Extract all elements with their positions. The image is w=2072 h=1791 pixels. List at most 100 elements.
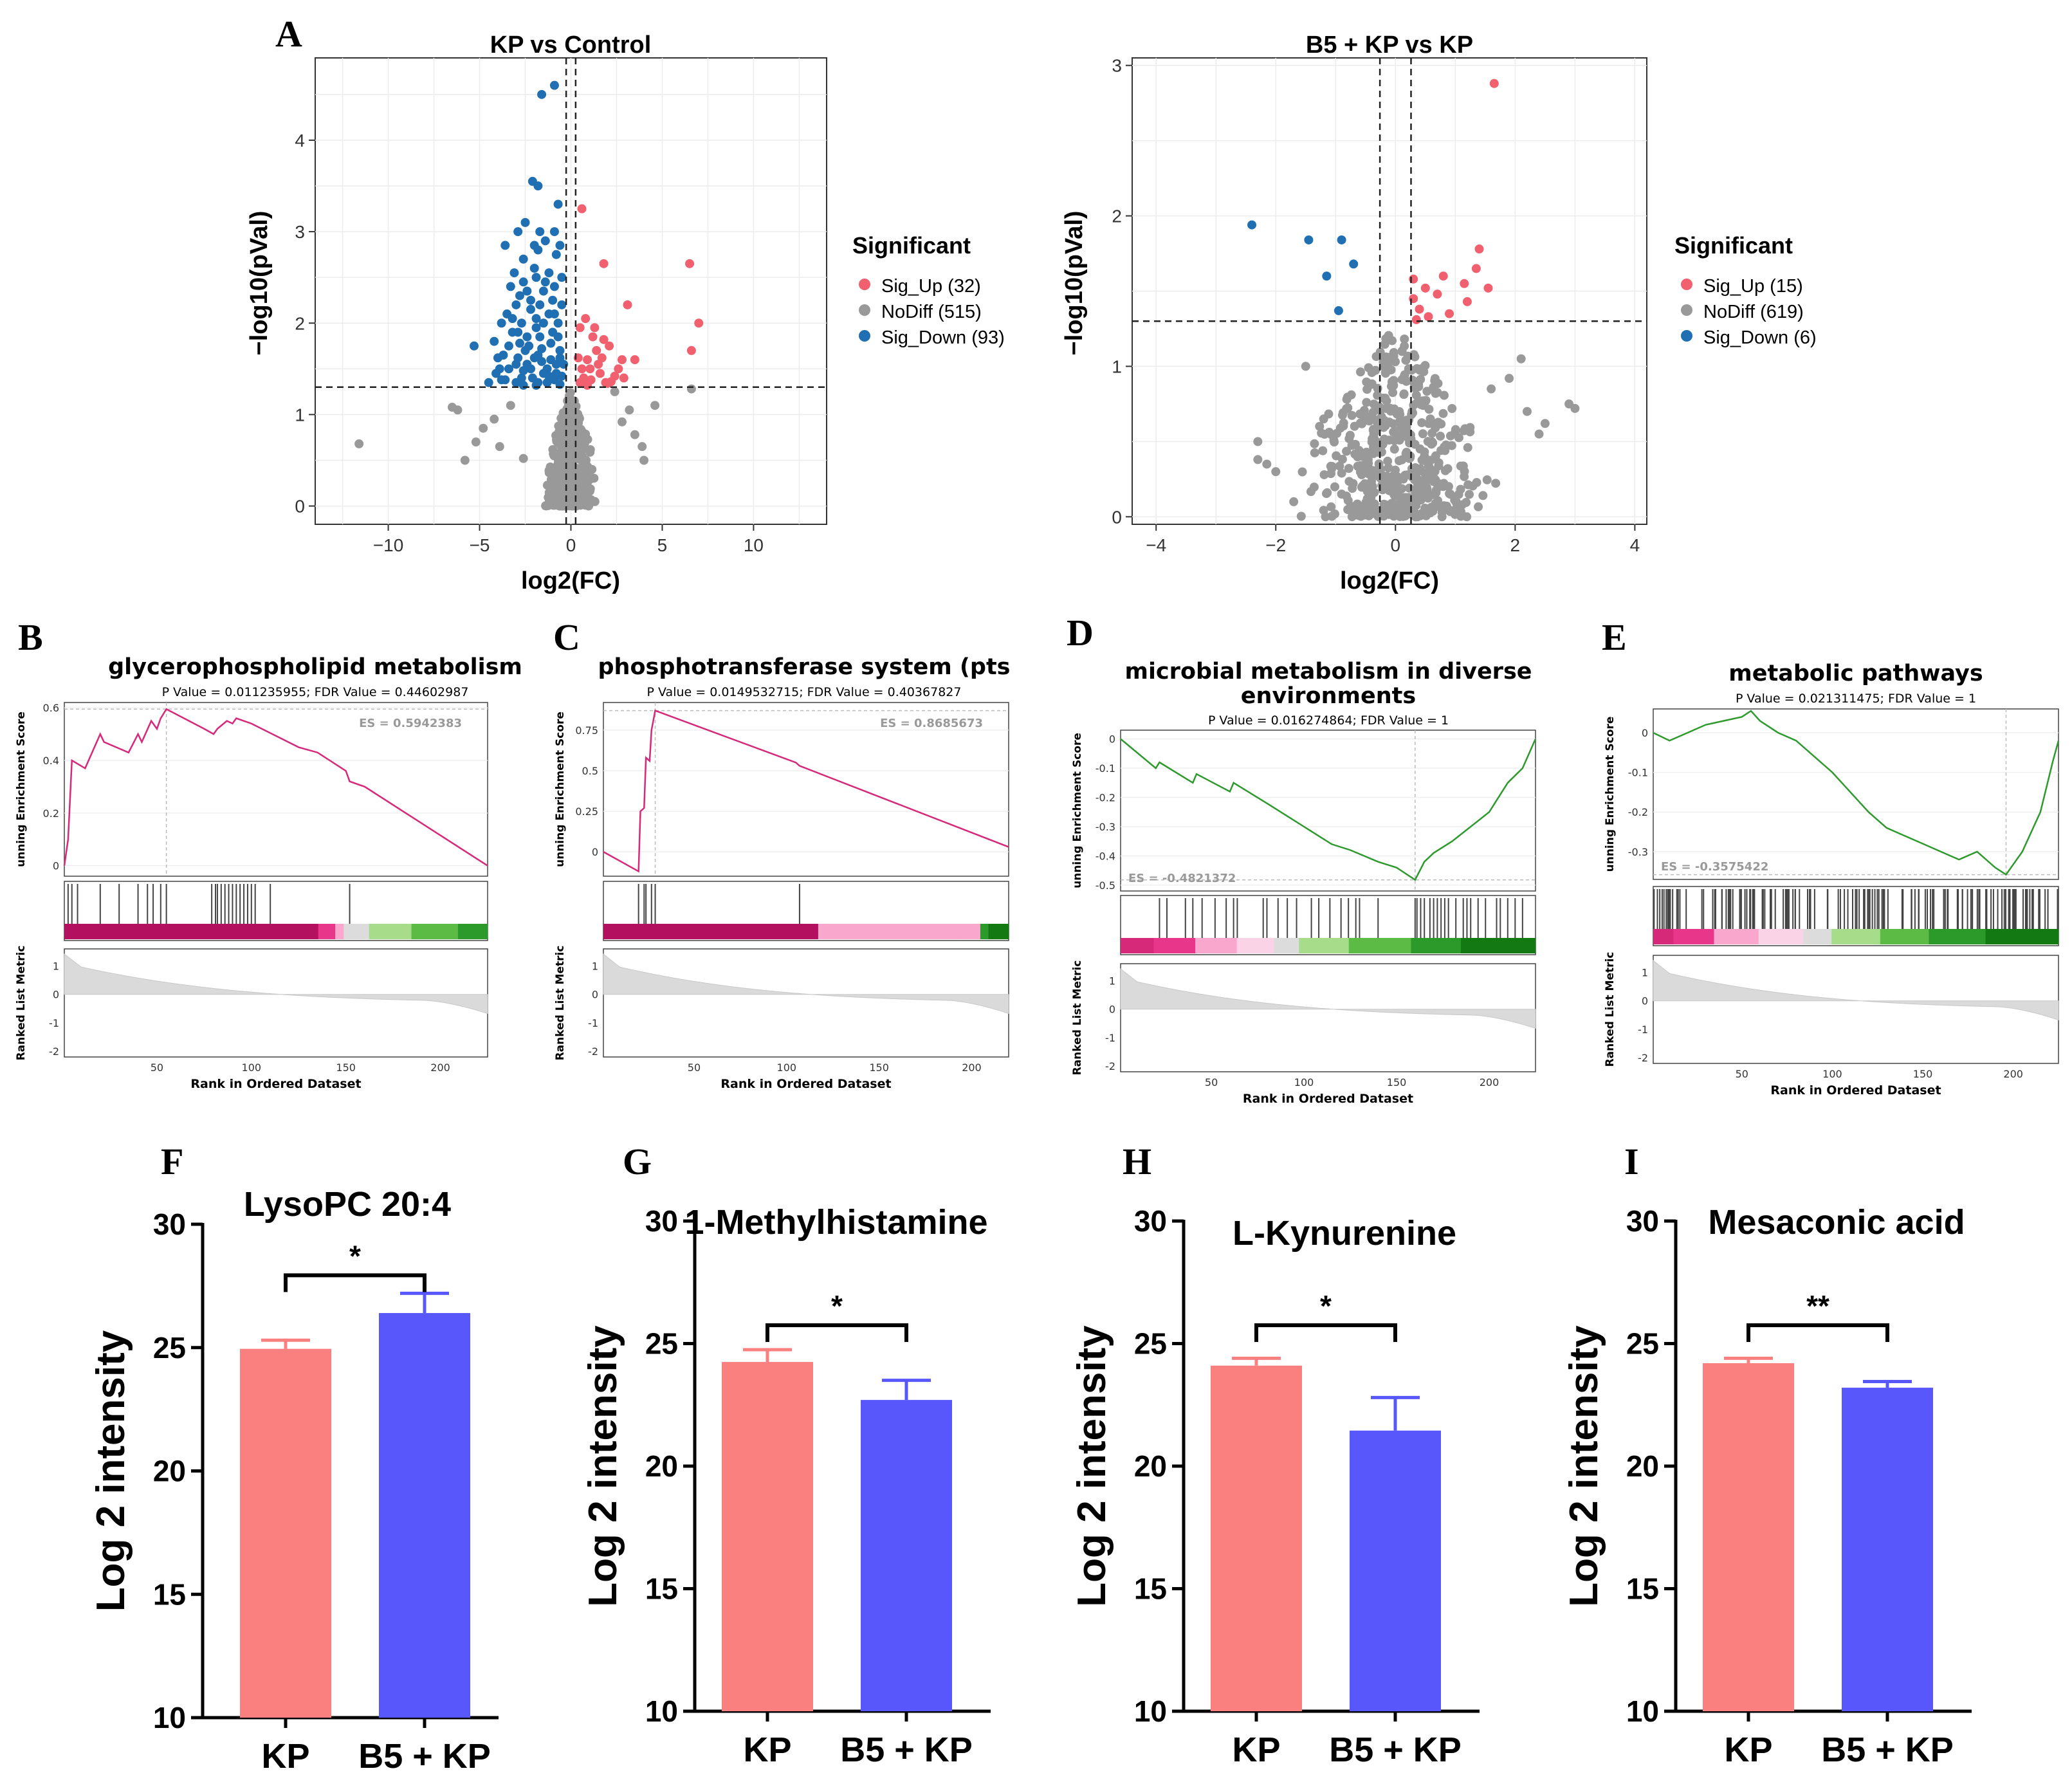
- point-nodiff: [1366, 380, 1375, 390]
- point-nodiff: [1289, 497, 1299, 506]
- point-nodiff: [1375, 347, 1385, 357]
- point-sig-down: [511, 378, 521, 387]
- point-nodiff: [1347, 410, 1357, 420]
- point-sig-down: [549, 309, 559, 319]
- y-tick-label: 10: [153, 1701, 186, 1734]
- point-sig-up: [603, 379, 612, 389]
- point-nodiff: [1439, 479, 1449, 488]
- y-tick-label: 30: [1626, 1204, 1659, 1238]
- point-nodiff: [1362, 398, 1371, 407]
- point-nodiff: [1403, 351, 1413, 361]
- point-nodiff: [1445, 489, 1454, 499]
- es-curve: [1653, 710, 2060, 876]
- point-nodiff: [1380, 340, 1389, 349]
- metric-tick-label: 0: [53, 989, 59, 1001]
- significance-marker: *: [349, 1239, 361, 1272]
- point-sig-up: [583, 380, 592, 390]
- es-tick-label: 0.75: [575, 724, 598, 737]
- point-nodiff: [1346, 502, 1355, 511]
- y-tick-label: 20: [153, 1455, 186, 1488]
- point-nodiff: [566, 435, 576, 445]
- point-nodiff: [630, 430, 639, 439]
- point-nodiff: [574, 464, 584, 473]
- y-tick-label: 20: [1134, 1449, 1167, 1483]
- point-sig-up: [1415, 304, 1424, 314]
- point-nodiff: [1323, 488, 1332, 497]
- point-nodiff: [1384, 331, 1393, 340]
- gsea-plot-metabolic-pathways: metabolic pathways P Value = 0.021311475;…: [1604, 661, 2060, 1098]
- point-sig-down: [549, 80, 559, 90]
- point-nodiff: [1400, 371, 1409, 381]
- point-sig-down: [544, 371, 554, 381]
- point-nodiff: [1439, 390, 1449, 400]
- category-label: B5 + KP: [358, 1737, 491, 1776]
- point-nodiff: [560, 417, 570, 427]
- point-nodiff: [1400, 334, 1409, 344]
- legend-up-label: Sig_Up (15): [1703, 276, 1803, 297]
- point-nodiff: [1377, 412, 1386, 422]
- legend-down-label: Sig_Down (93): [881, 327, 1005, 348]
- point-nodiff: [1438, 409, 1448, 418]
- point-sig-down: [549, 227, 559, 237]
- y-tick-label: 1: [295, 405, 305, 425]
- point-nodiff: [1427, 428, 1437, 438]
- point-sig-up: [577, 204, 587, 214]
- point-sig-down: [513, 227, 523, 237]
- point-nodiff: [578, 500, 588, 510]
- point-sig-down: [518, 254, 528, 264]
- point-sig-up: [1462, 297, 1472, 306]
- metric-tick-label: -1: [49, 1017, 59, 1029]
- point-nodiff: [1355, 367, 1365, 377]
- y-tick-label: 3: [1112, 56, 1122, 76]
- point-sig-down: [506, 282, 515, 291]
- point-nodiff: [1437, 508, 1447, 517]
- point-sig-up: [1483, 283, 1493, 293]
- y-tick-label: 30: [153, 1208, 186, 1241]
- legend-up-label: Sig_Up (32): [881, 276, 981, 297]
- rank-color-band: [1985, 929, 2059, 944]
- rank-tick-label: 150: [1913, 1068, 1933, 1080]
- point-nodiff: [1297, 467, 1307, 477]
- point-sig-down: [1322, 271, 1332, 281]
- rank-color-band: [1236, 938, 1275, 953]
- point-nodiff: [1389, 436, 1399, 445]
- point-nodiff: [1382, 472, 1392, 481]
- point-nodiff: [1367, 466, 1377, 475]
- rank-color-band: [297, 924, 319, 939]
- y-tick-label: 30: [1134, 1204, 1167, 1238]
- point-sig-down: [515, 291, 524, 300]
- point-sig-up: [694, 318, 704, 328]
- point-sig-down: [535, 300, 545, 309]
- point-sig-down: [529, 241, 539, 250]
- point-nodiff: [1474, 502, 1483, 511]
- significance-bracket: [766, 1323, 908, 1342]
- point-nodiff: [518, 454, 528, 463]
- rank-color-band: [818, 924, 960, 939]
- point-nodiff: [1463, 443, 1472, 452]
- point-nodiff: [1422, 387, 1432, 396]
- point-nodiff: [1355, 511, 1364, 520]
- y-axis-label: Log 2 intensity: [89, 1330, 133, 1612]
- es-panel-frame: [1653, 708, 2059, 880]
- point-sig-down: [500, 241, 510, 250]
- rank-color-band: [1299, 938, 1350, 953]
- es-curve: [603, 709, 1009, 873]
- point-sig-up: [1460, 279, 1469, 288]
- rank-color-band: [1831, 929, 1881, 944]
- point-nodiff: [1451, 497, 1461, 507]
- point-sig-down: [544, 268, 554, 278]
- point-nodiff: [1326, 461, 1335, 471]
- metric-tick-label: -1: [588, 1017, 598, 1029]
- point-sig-down: [546, 338, 556, 348]
- point-nodiff: [1443, 464, 1453, 473]
- significance-bracket: [1747, 1323, 1889, 1342]
- point-nodiff: [1410, 352, 1420, 362]
- point-nodiff: [1382, 396, 1391, 406]
- panel-letter-g: G: [623, 1141, 652, 1182]
- metric-panel-frame: [1653, 955, 2059, 1064]
- point-sig-up: [623, 300, 632, 309]
- point-nodiff: [1424, 405, 1434, 414]
- metric-tick-label: -2: [49, 1045, 59, 1058]
- point-nodiff: [564, 403, 574, 413]
- point-sig-down: [549, 282, 559, 291]
